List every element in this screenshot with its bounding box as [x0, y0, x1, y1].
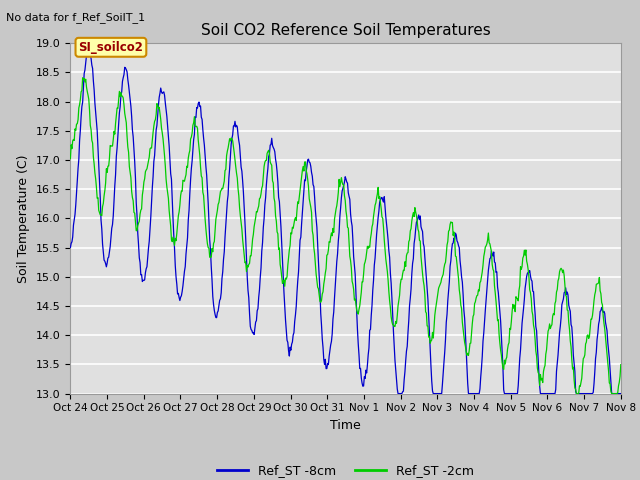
Text: No data for f_Ref_SoilT_1: No data for f_Ref_SoilT_1 — [6, 12, 145, 23]
Y-axis label: Soil Temperature (C): Soil Temperature (C) — [17, 154, 30, 283]
X-axis label: Time: Time — [330, 419, 361, 432]
Legend: Ref_ST -8cm, Ref_ST -2cm: Ref_ST -8cm, Ref_ST -2cm — [212, 459, 479, 480]
Text: SI_soilco2: SI_soilco2 — [79, 41, 143, 54]
Title: Soil CO2 Reference Soil Temperatures: Soil CO2 Reference Soil Temperatures — [201, 23, 490, 38]
